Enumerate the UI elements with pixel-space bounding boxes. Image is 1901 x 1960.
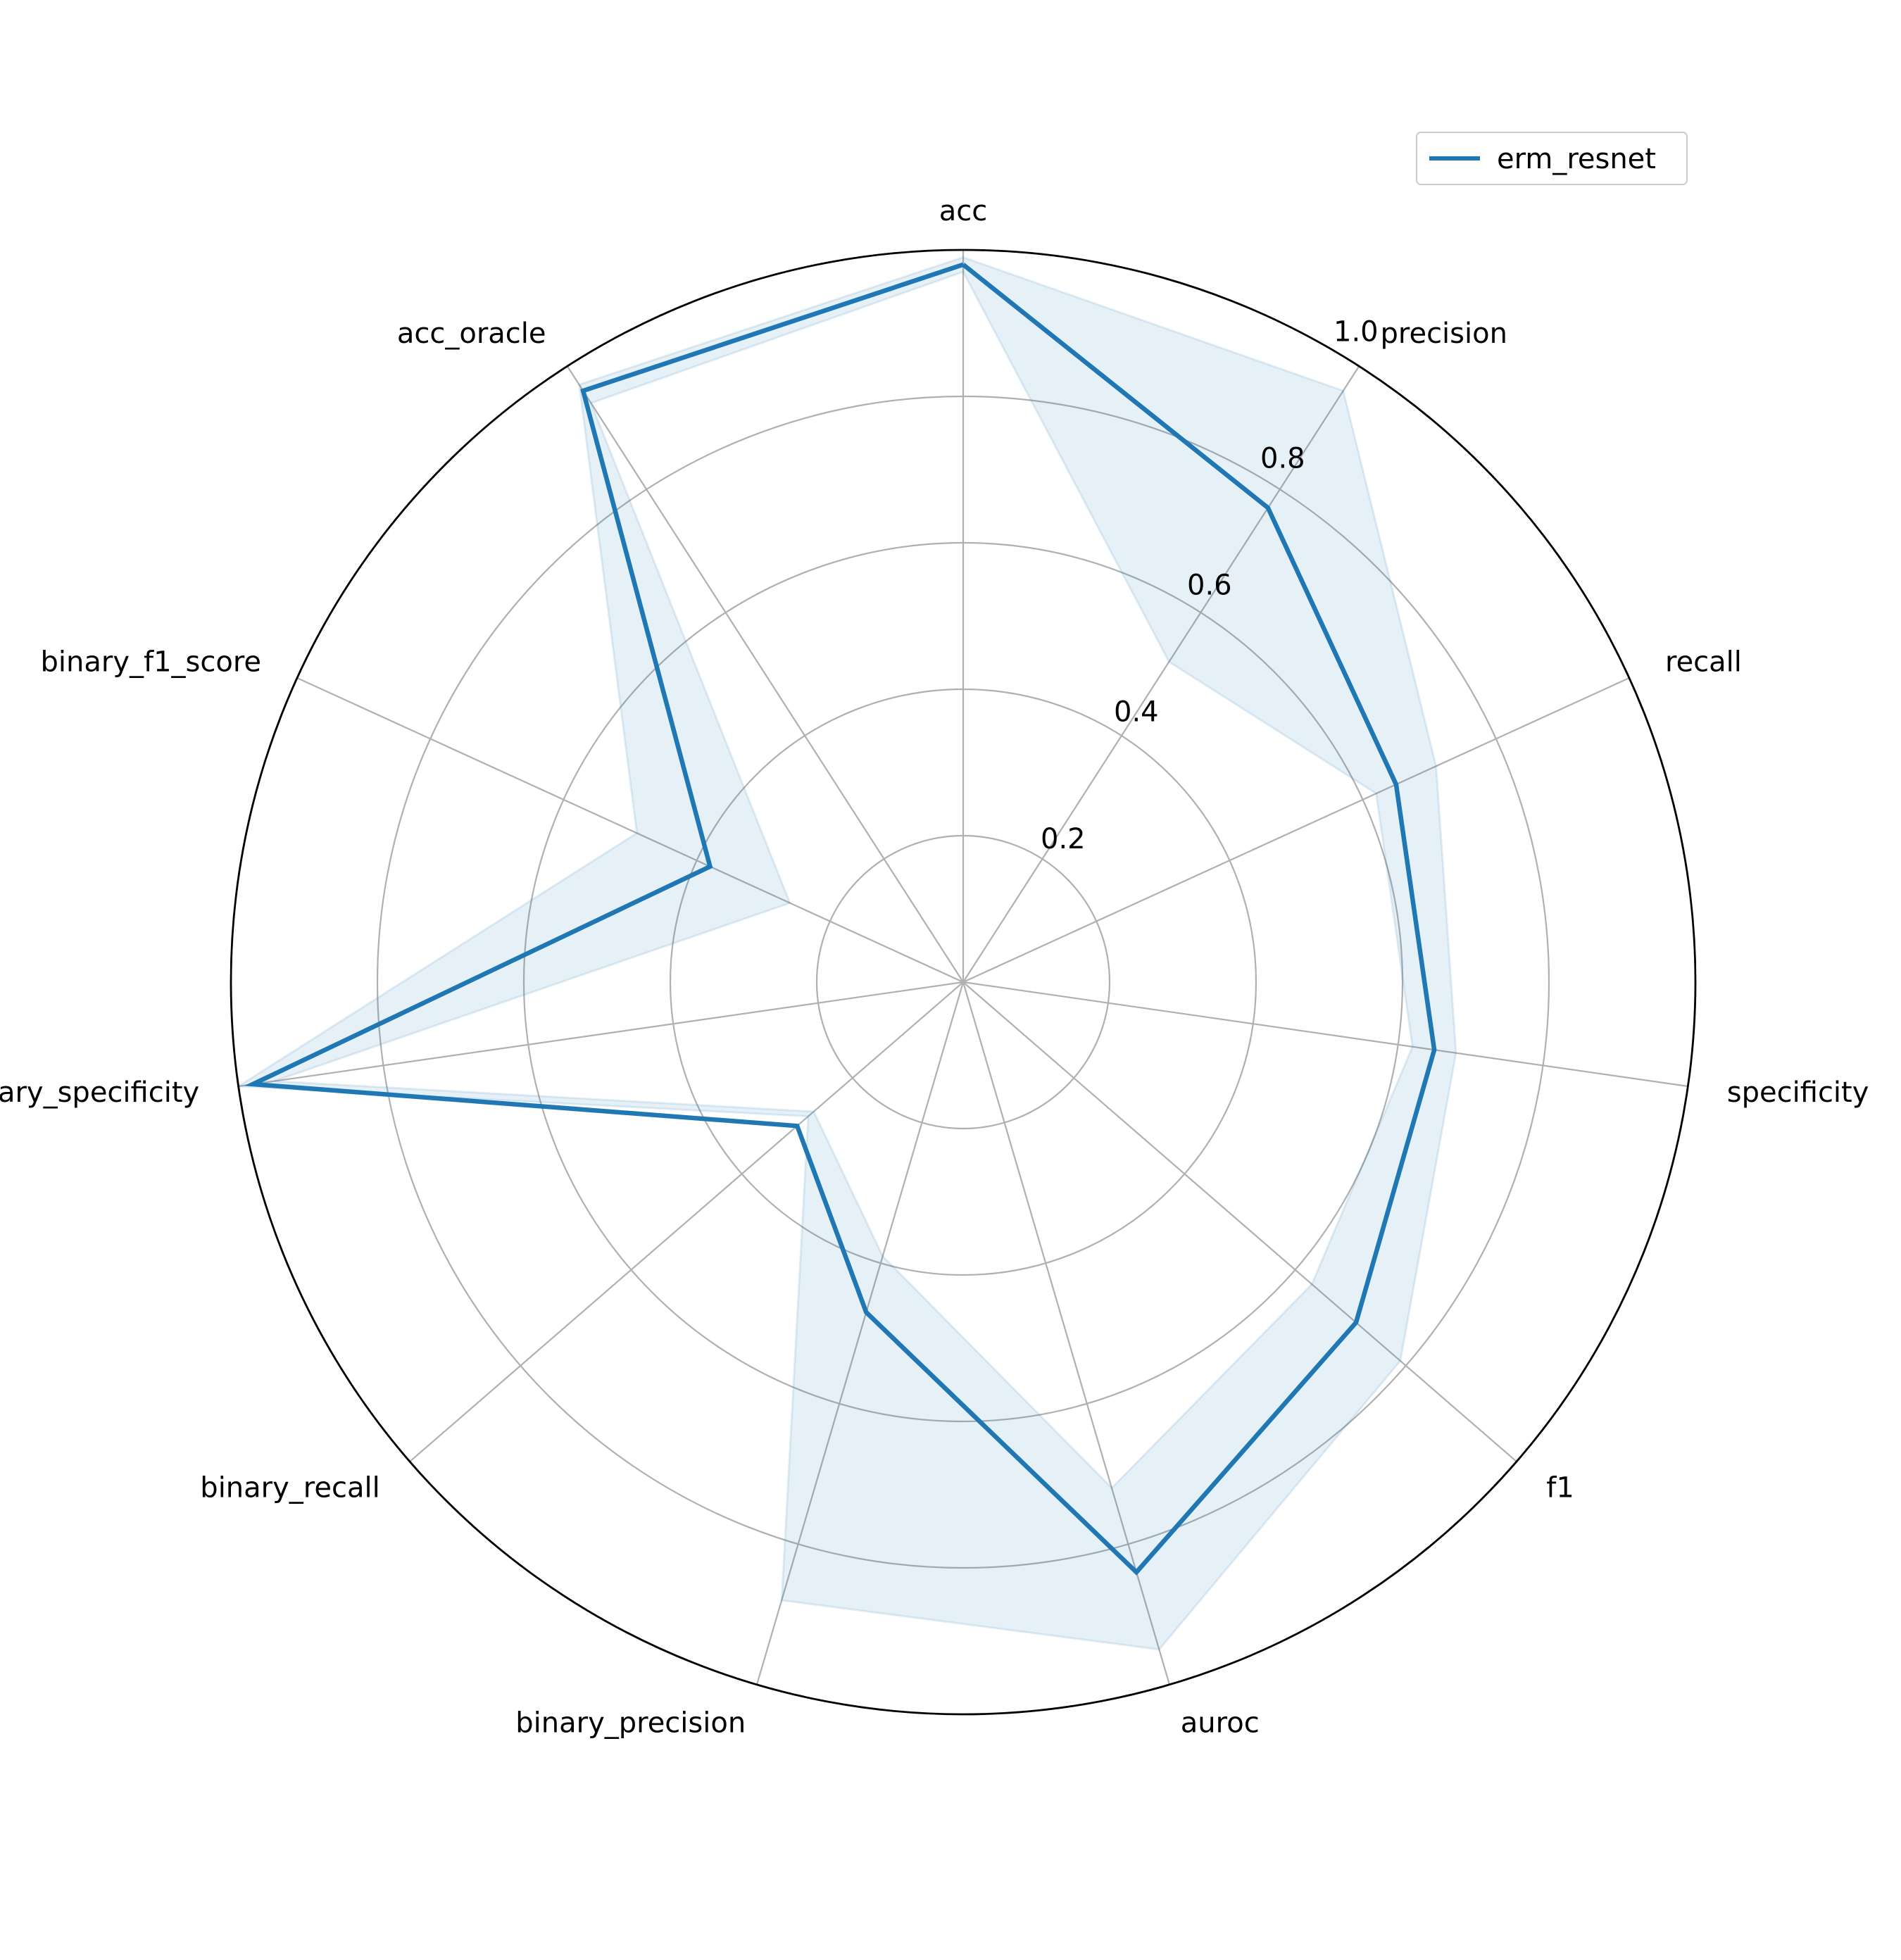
rtick-label-0: 0.2 bbox=[1041, 823, 1086, 855]
grid-layer bbox=[238, 250, 1688, 1685]
confidence-band-layer bbox=[234, 256, 1457, 1651]
spoke-binary_recall bbox=[409, 981, 964, 1462]
series-line-layer bbox=[244, 262, 1437, 1576]
spoke-binary_specificity bbox=[238, 981, 964, 1088]
rtick-label-3: 0.8 bbox=[1260, 443, 1305, 475]
rtick-label-2: 0.6 bbox=[1187, 570, 1232, 602]
rtick-label-4: 1.0 bbox=[1334, 315, 1379, 348]
legend-box bbox=[1416, 132, 1688, 185]
spoke-recall bbox=[962, 677, 1630, 984]
axis-label-acc_oracle: acc_oracle bbox=[397, 318, 546, 350]
spoke-specificity bbox=[962, 981, 1688, 1088]
axis-label-precision: precision bbox=[1381, 318, 1507, 350]
axis-label-binary_specificity: binary_specificity bbox=[0, 1076, 199, 1109]
legend: erm_resnet bbox=[1416, 132, 1688, 185]
radial-tick-labels: 0.2 0.4 0.6 0.8 1.0 bbox=[1041, 315, 1379, 855]
axis-label-auroc: auroc bbox=[1181, 1707, 1260, 1740]
axis-labels: acc precision recall specificity f1 auroc bina… bbox=[0, 195, 1869, 1740]
spoke-binary_f1_score bbox=[296, 677, 964, 984]
outer-frame bbox=[230, 249, 1697, 1716]
axis-label-binary_precision: binary_precision bbox=[515, 1707, 746, 1740]
series-line-erm_resnet bbox=[244, 262, 1437, 1576]
axis-label-binary_f1_score: binary_f1_score bbox=[41, 646, 262, 679]
spoke-precision bbox=[962, 365, 1360, 983]
rtick-label-1: 0.4 bbox=[1114, 696, 1159, 729]
frame-layer bbox=[230, 249, 1697, 1716]
band-erm_resnet bbox=[234, 256, 1457, 1651]
legend-label-erm-resnet: erm_resnet bbox=[1497, 143, 1656, 175]
spoke-f1 bbox=[962, 981, 1517, 1462]
spoke-auroc bbox=[962, 981, 1171, 1685]
axis-label-f1: f1 bbox=[1546, 1472, 1574, 1504]
axis-label-acc: acc bbox=[939, 195, 988, 227]
spoke-binary_precision bbox=[755, 981, 965, 1685]
axis-label-specificity: specificity bbox=[1727, 1076, 1869, 1109]
axis-label-binary_recall: binary_recall bbox=[200, 1472, 379, 1504]
axis-label-recall: recall bbox=[1665, 646, 1742, 679]
spoke-acc_oracle bbox=[566, 365, 964, 983]
